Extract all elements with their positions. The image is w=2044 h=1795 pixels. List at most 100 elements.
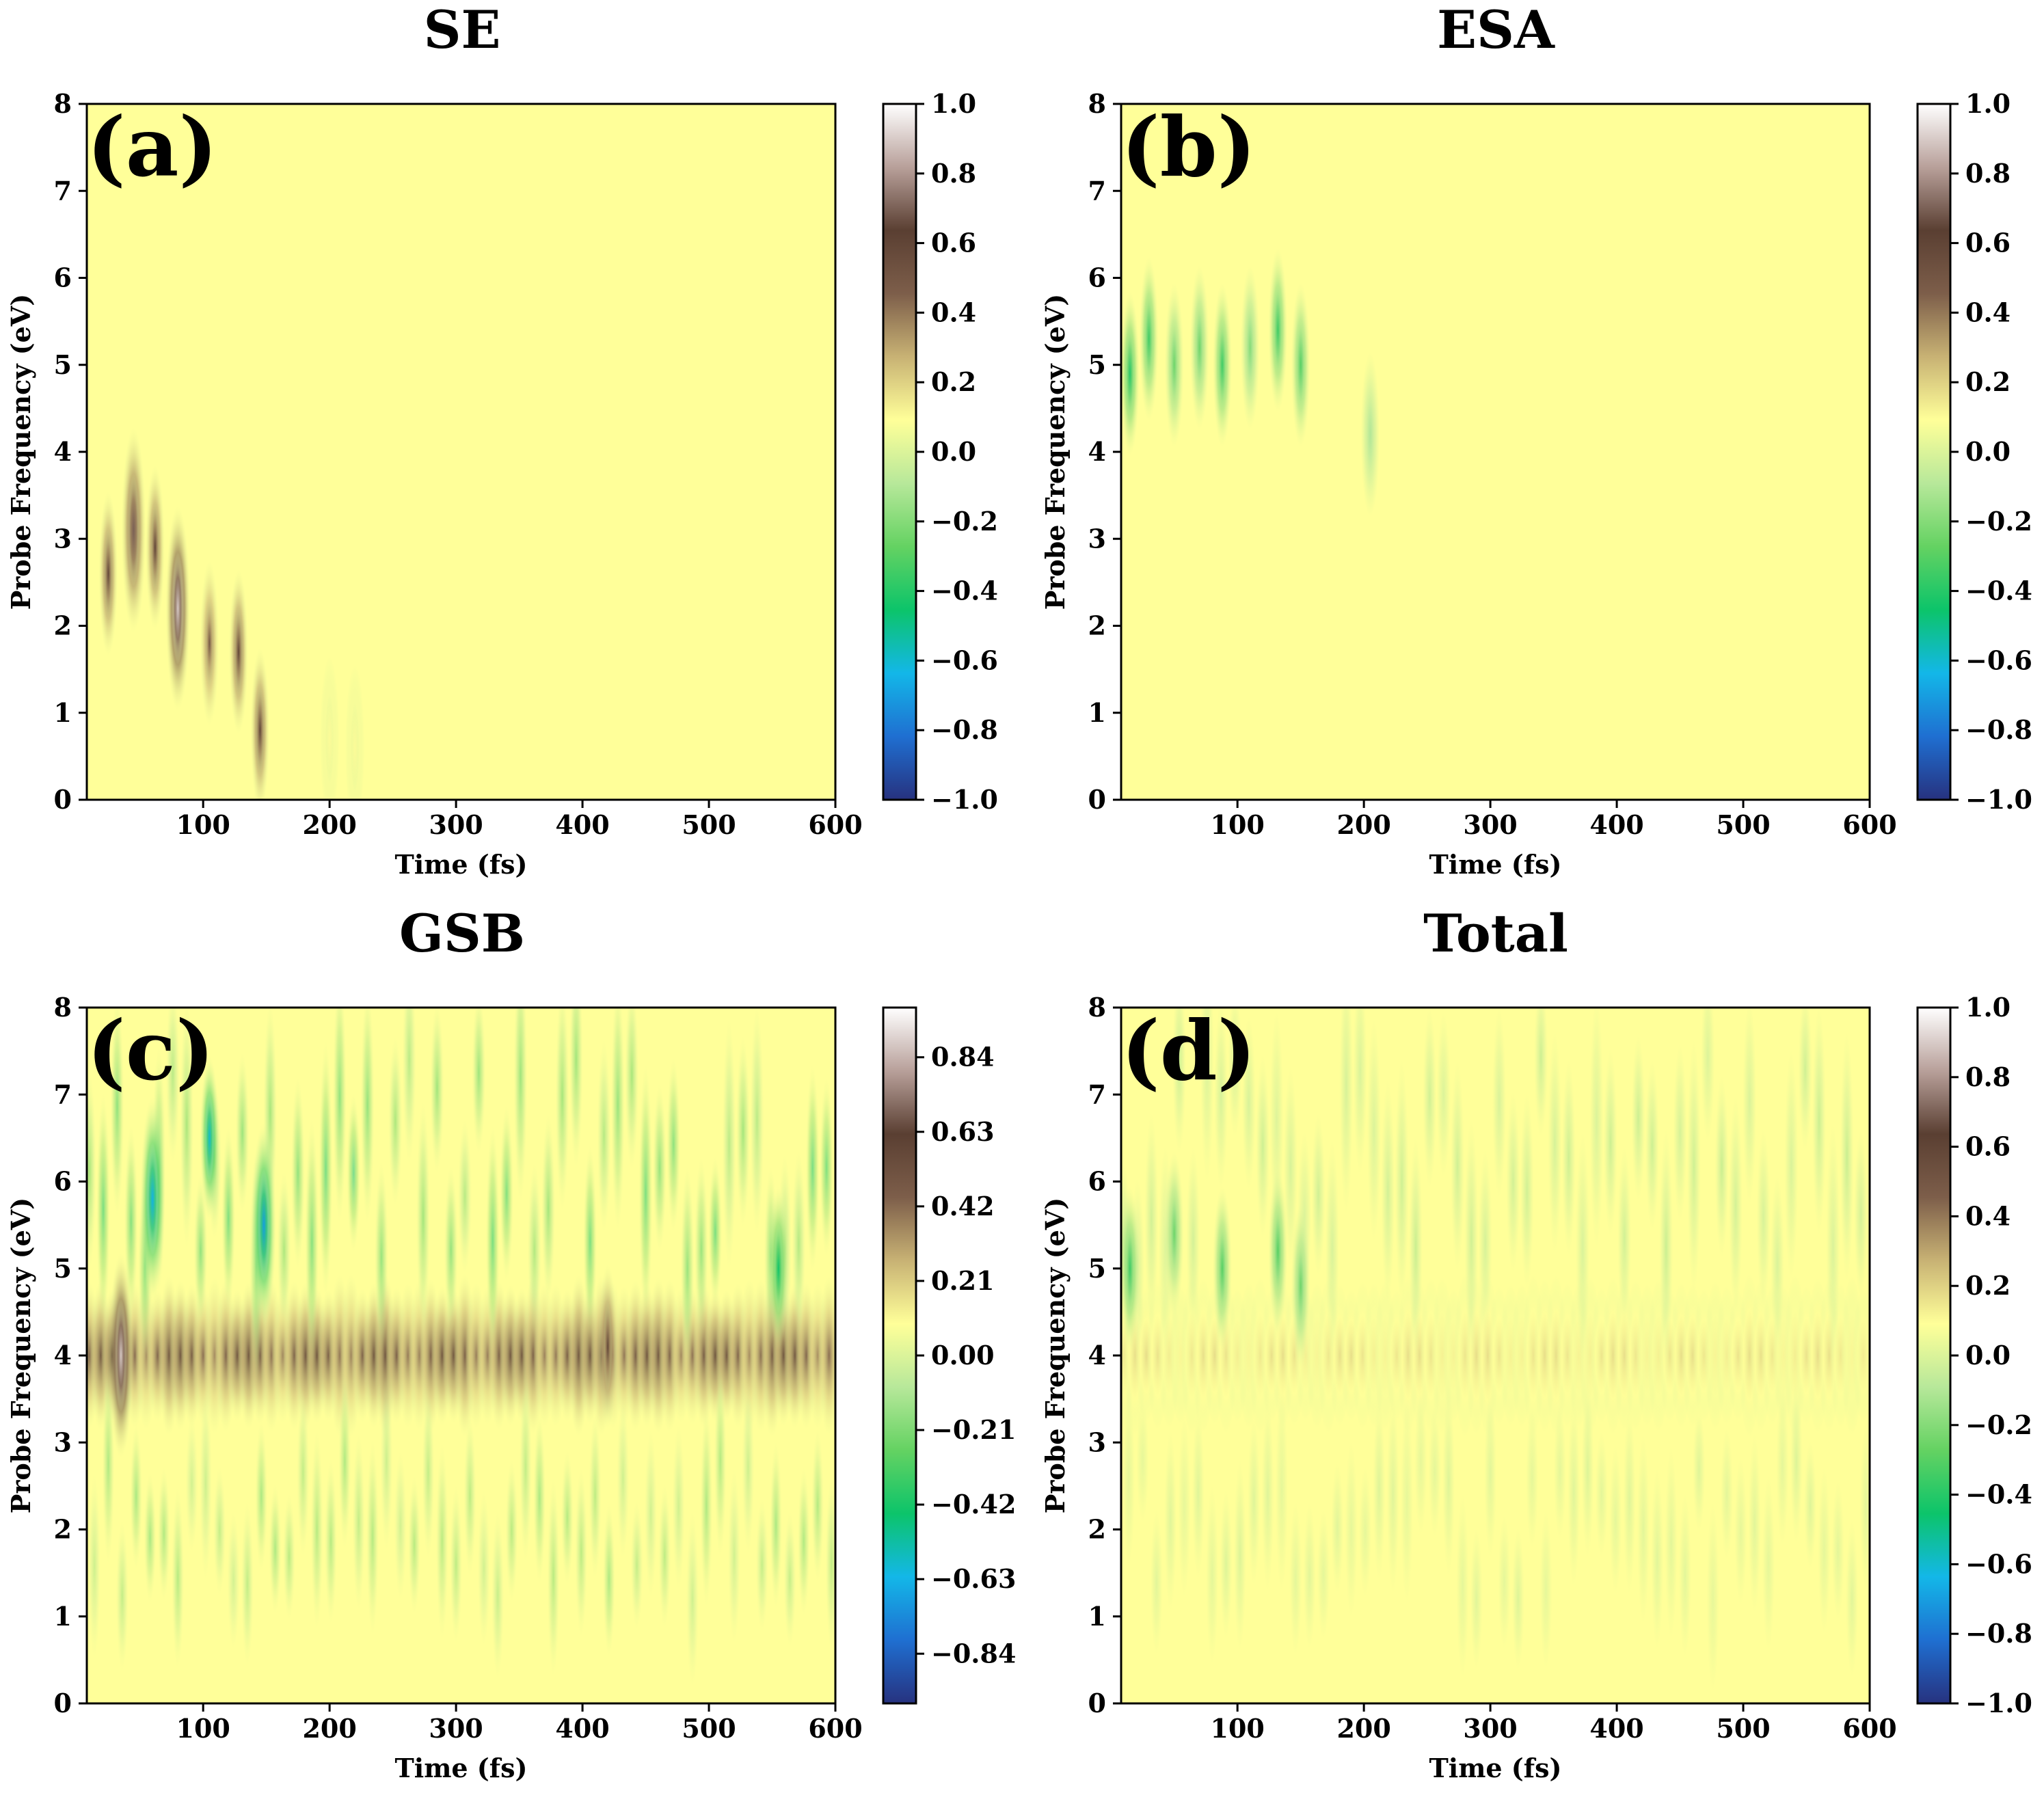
x-tick-label: 600 — [808, 1713, 862, 1744]
colorbar-tick-label: −0.8 — [1965, 1618, 2032, 1649]
colorbar-tick-label: 0.6 — [1965, 228, 2011, 258]
heatmap-b — [1121, 104, 1870, 800]
y-axis-label: Probe Frequency (eV) — [1040, 1198, 1071, 1514]
heatmap-feature — [527, 1163, 541, 1337]
heatmap-feature — [1589, 1008, 1604, 1247]
heatmap-feature — [583, 1145, 597, 1338]
heatmap-feature — [1192, 1407, 1205, 1579]
heatmap-feature — [589, 1412, 602, 1579]
heatmap-feature — [1358, 1467, 1371, 1596]
x-tick-label: 400 — [555, 809, 609, 840]
heatmap-feature — [1720, 1428, 1733, 1560]
heatmap-feature — [172, 1487, 185, 1669]
heatmap-feature — [1289, 1502, 1302, 1655]
y-tick-label: 1 — [1088, 1601, 1106, 1632]
colorbar-tick-label: −0.42 — [931, 1489, 1016, 1520]
y-tick-label: 0 — [54, 784, 72, 815]
colorbar — [882, 103, 917, 801]
heatmap-feature — [310, 1431, 323, 1629]
heatmap-feature — [104, 528, 113, 619]
heatmap-feature — [221, 1126, 236, 1310]
heatmap-feature — [630, 1501, 643, 1629]
heatmap-feature — [1261, 1399, 1274, 1591]
heatmap-feature — [1206, 1485, 1219, 1664]
heatmap-c — [87, 1008, 835, 1703]
heatmap-feature — [1812, 1008, 1827, 1236]
colorbar-tick-label: 0.6 — [931, 228, 976, 258]
heatmap-feature — [408, 1476, 421, 1615]
heatmap-feature — [1401, 1399, 1414, 1603]
heatmap-background — [1121, 104, 1870, 800]
heatmap-feature — [1484, 1389, 1497, 1558]
colorbar-tick-label: 1.0 — [931, 88, 976, 119]
heatmap-feature — [374, 1161, 388, 1353]
heatmap-feature — [1762, 1476, 1775, 1651]
heatmap-feature — [394, 1450, 407, 1600]
heatmap-feature — [1818, 1467, 1831, 1634]
heatmap-feature — [435, 1442, 448, 1640]
heatmap-feature — [1317, 1510, 1330, 1639]
colorbar-tick-label: 0.00 — [931, 1340, 995, 1371]
y-tick-label: 5 — [54, 1253, 72, 1284]
colorbar-tick-label: 0.63 — [931, 1116, 995, 1147]
x-tick-label: 100 — [176, 809, 230, 840]
heatmap-feature — [774, 1223, 783, 1314]
heatmap-feature — [1246, 302, 1254, 393]
heatmap-feature — [1492, 1008, 1507, 1197]
heatmap-feature — [1790, 1380, 1803, 1543]
heatmap-feature — [617, 1399, 630, 1558]
heatmap-feature — [115, 1299, 127, 1412]
heatmap-feature — [1548, 1032, 1562, 1253]
heatmap-feature — [205, 1092, 214, 1183]
y-tick-label: 4 — [54, 436, 72, 467]
x-axis-label: Time (fs) — [1429, 1753, 1561, 1783]
y-tick-label: 4 — [54, 1340, 72, 1371]
y-tick-label: 8 — [1088, 992, 1106, 1023]
heatmap-feature — [533, 1412, 546, 1584]
heatmap-feature — [1150, 1510, 1163, 1655]
heatmap-feature — [87, 1071, 96, 1270]
heatmap-feature — [1498, 1515, 1511, 1649]
colorbar-tick-label: 0.6 — [1965, 1131, 2011, 1162]
heatmap-feature — [818, 1276, 835, 1435]
heatmap-feature — [150, 502, 160, 593]
x-tick-label: 600 — [808, 809, 862, 840]
heatmap-feature — [1339, 1008, 1354, 1213]
heatmap-feature — [347, 1093, 361, 1252]
heatmap-feature — [1846, 1519, 1859, 1677]
y-tick-label: 6 — [1088, 262, 1106, 293]
heatmap-feature — [1200, 1008, 1214, 1183]
y-tick-label: 7 — [1088, 175, 1106, 206]
heatmap-feature — [110, 1008, 124, 1217]
heatmap-feature — [722, 1019, 736, 1270]
heatmap-feature — [783, 1511, 796, 1647]
heatmap-feature — [1526, 1407, 1539, 1548]
heatmap-feature — [500, 1105, 514, 1282]
heatmap-feature — [269, 1484, 282, 1614]
heatmap-feature — [235, 1053, 250, 1213]
heatmap-feature — [728, 1469, 741, 1643]
colorbar-tick-label: −1.0 — [931, 784, 998, 815]
heatmap-feature — [792, 1150, 806, 1338]
heatmap-feature — [1534, 1008, 1548, 1137]
heatmap-feature — [1714, 1075, 1729, 1258]
colorbar-tick-label: 0.42 — [931, 1191, 995, 1222]
y-tick-label: 8 — [54, 992, 72, 1023]
colorbar-tick-label: −1.0 — [1965, 784, 2032, 815]
heatmap-feature — [1651, 1468, 1664, 1649]
heatmap-feature — [513, 1008, 528, 1203]
colorbar-tick-label: −0.6 — [931, 645, 998, 675]
panel-a: 100 200 300 400 500 600 0 1 2 3 4 5 6 7 8 Time (fs) Prob… — [5, 0, 998, 880]
heatmap-feature — [147, 1142, 159, 1256]
heatmap-d — [1121, 1008, 1870, 1703]
heatmap-feature — [185, 1415, 198, 1552]
heatmap-feature — [811, 1429, 824, 1582]
heatmap-feature — [1408, 1137, 1423, 1358]
heatmap-feature — [667, 1057, 681, 1232]
heatmap-feature — [1776, 1386, 1789, 1546]
x-tick-label: 200 — [1336, 809, 1390, 840]
x-tick-label: 100 — [1211, 1713, 1265, 1744]
heatmap-feature — [144, 1472, 157, 1603]
heatmap-feature — [277, 1171, 291, 1330]
heatmap-feature — [172, 552, 184, 665]
